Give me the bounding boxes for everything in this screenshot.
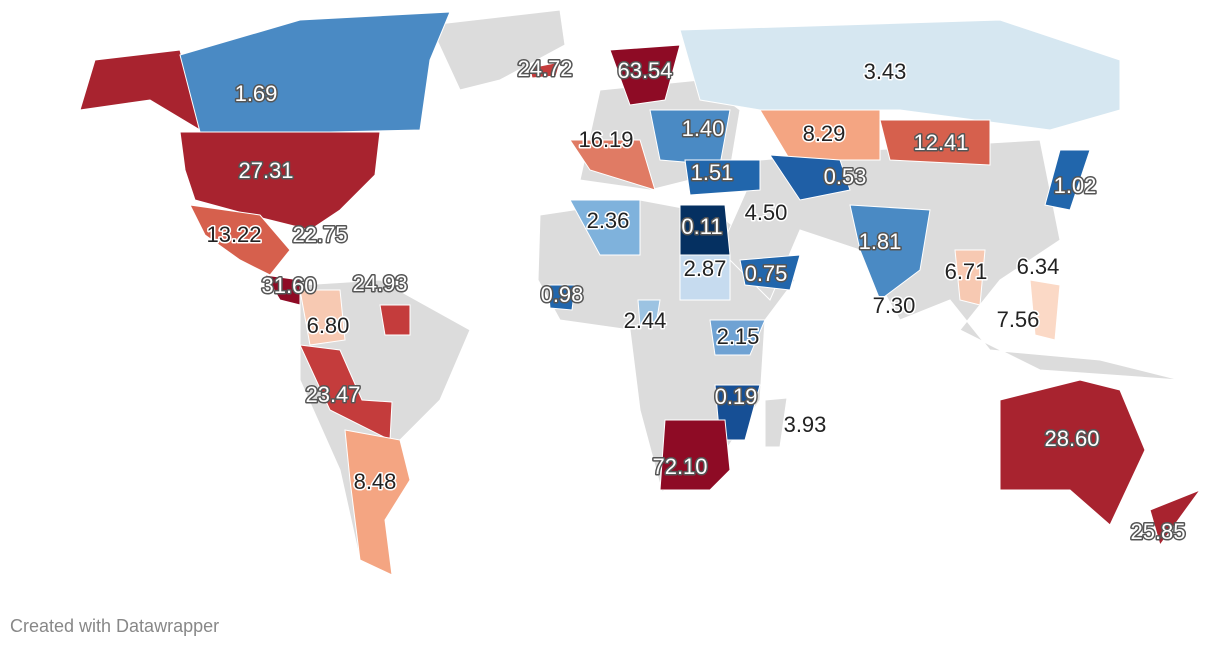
region [189,204,291,276]
region [659,419,731,491]
region [379,304,411,336]
value-label: 6.34 [1017,254,1060,279]
value-label: 25.85 [1130,519,1185,544]
value-label: 7.30 [873,293,916,318]
region [344,429,411,576]
regions [79,11,1202,576]
region [637,299,661,326]
value-label: 6.71 [945,259,988,284]
value-label: 72.10 [652,454,707,479]
value-label: 12.41 [913,130,968,155]
value-label: 0.75 [745,261,788,286]
value-label: 1.69 [235,81,278,106]
region [609,44,681,106]
region [684,159,761,196]
region [299,344,393,441]
value-label: 8.29 [803,121,846,146]
value-label: 8.48 [354,469,397,494]
value-label: 2.44 [624,308,667,333]
region [769,154,851,201]
labels: 1.69 27.31 13.22 22.75 31.60 24.936.80 23.47 8.… [205,54,1187,545]
region [679,254,731,301]
region [264,274,301,306]
value-label: 1.40 [682,116,725,141]
value-label: 16.19 [578,127,633,152]
region [179,131,381,231]
value-label: 7.56 [997,307,1040,332]
value-label: 3.43 [864,59,907,84]
region [529,61,561,79]
region [739,254,801,291]
value-label: 13.22 [206,222,261,247]
region-alaska [79,49,201,132]
value-label: 0.53 [824,164,867,189]
value-label: 0.19 [715,384,758,409]
value-label: 4.50 [745,200,788,225]
greenland [429,9,566,91]
value-label: 6.80 [307,313,350,338]
value-label: 3.93 [784,412,827,437]
region [954,249,986,306]
region [879,119,991,166]
value-label: 27.31 [238,158,293,183]
value-label: 22.75 [292,222,347,247]
value-label: 24.93 [352,271,407,296]
region [679,19,1121,131]
region [569,199,641,256]
value-label: 1.02 [1054,173,1097,198]
value-label: 28.60 [1044,426,1099,451]
value-label: 2.36 [587,208,630,233]
madagascar [764,397,788,448]
region [1149,488,1202,547]
value-label: 1.81 [859,229,902,254]
value-label: 2.15 [717,324,760,349]
region [1044,149,1091,211]
value-label: 0.98 [541,282,584,307]
region [179,11,451,133]
value-label: 0.11 [681,214,722,239]
region [709,319,766,356]
value-label: 31.60 [261,273,316,298]
region [299,289,346,346]
region [849,204,931,301]
value-label: 24.72 [517,56,572,81]
region [569,139,656,191]
value-label: 23.47 [305,382,360,407]
value-label: 2.87 [684,256,727,281]
value-label: 1.51 [691,160,734,185]
value-label: 63.54 [617,58,672,83]
region [547,284,576,311]
footer: Created with Datawrapper [10,616,219,636]
region [999,379,1146,526]
region [1029,279,1061,341]
